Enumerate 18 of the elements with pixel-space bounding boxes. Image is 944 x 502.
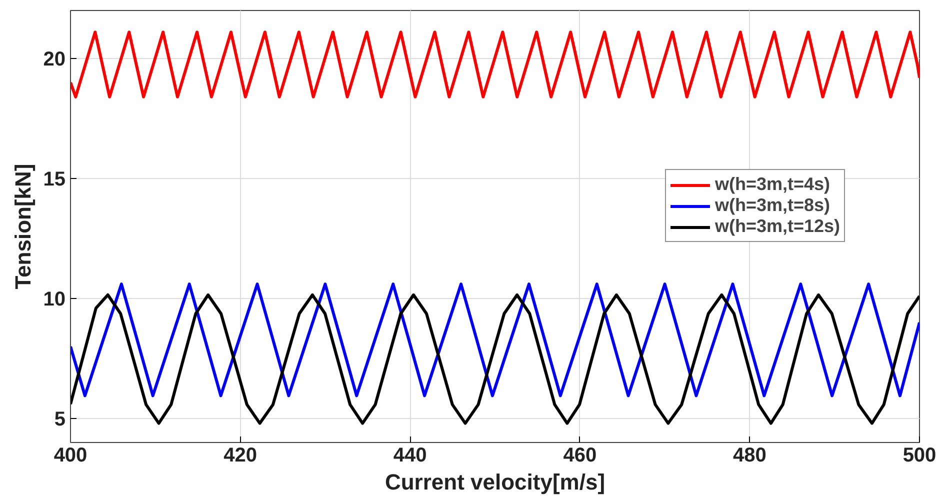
x-tick-label: 480 xyxy=(733,444,766,466)
y-tick-label: 10 xyxy=(43,288,66,310)
x-tick-label: 460 xyxy=(563,444,597,466)
legend-label: w(h=3m,t=4s) xyxy=(715,174,830,195)
legend-label: w(h=3m,t=12s) xyxy=(715,216,840,237)
x-axis-title: Current velocity[m/s] xyxy=(384,470,606,494)
y-axis-title: Tension[kN] xyxy=(10,164,36,290)
y-tick-label: 20 xyxy=(43,48,66,70)
line-series xyxy=(70,30,920,98)
line-series xyxy=(70,282,920,398)
x-tick-label: 440 xyxy=(393,444,427,466)
x-tick-label: 400 xyxy=(54,444,88,466)
x-tick-label: 420 xyxy=(224,444,257,466)
line-series xyxy=(70,293,920,425)
y-tick-label: 15 xyxy=(43,168,66,190)
y-tick-label: 5 xyxy=(54,408,66,430)
x-tick-label: 500 xyxy=(902,444,936,466)
legend-label: w(h=3m,t=8s) xyxy=(715,195,830,216)
